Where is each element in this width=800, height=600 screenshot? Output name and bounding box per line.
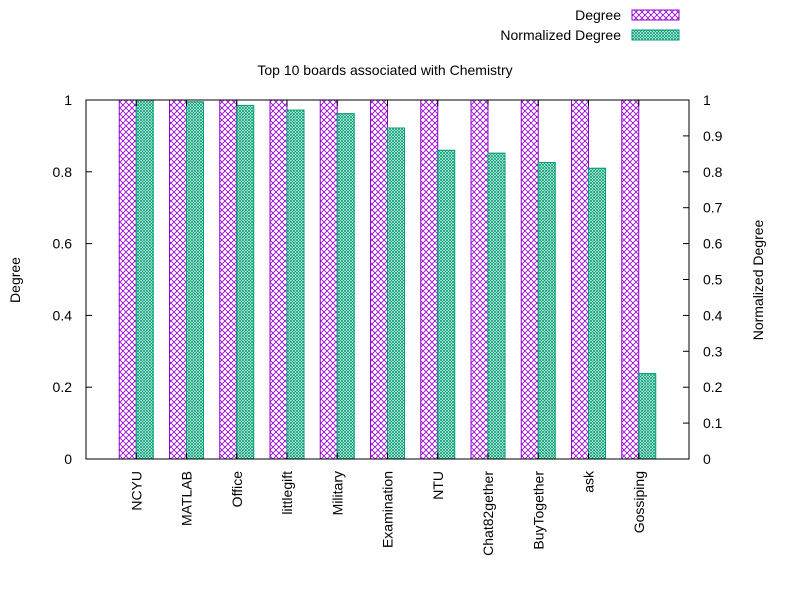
bar-degree-matlab [169,99,187,460]
bar-normalized-degree-ncyu [135,99,154,460]
bar-degree-littlegift [269,99,288,460]
legend: Degree Normalized Degree [500,7,680,43]
bar-normalized-degree-office [236,104,255,460]
bar-degree-ncyu [118,99,137,460]
y2-tick-label: 0.5 [703,272,723,288]
y-tick-label: 0.6 [53,236,73,252]
y-axis-label: Degree [7,257,23,303]
y2-tick-label: 1 [703,92,711,108]
y2-tick-label: 0.2 [703,379,723,395]
x-tick-label-military: Military [329,471,345,515]
legend-label-normalized-degree: Normalized Degree [500,27,621,43]
y2-tick-label: 0.1 [703,415,723,431]
bars [118,99,657,460]
y2-axis-label: Normalized Degree [750,219,766,340]
x-tick-label-ncyu: NCYU [128,471,144,511]
bar-normalized-degree-ask [588,167,606,460]
y2-tick-label: 0 [703,451,711,467]
x-tick-label-ntu: NTU [430,471,446,500]
bar-normalized-degree-chat82gether [487,152,506,460]
bar-normalized-degree-military [336,113,355,460]
y2-tick-label: 0.7 [703,200,723,216]
x-tick-label-gossiping: Gossiping [631,471,647,533]
x-tick-label-matlab: MATLAB [179,471,195,526]
y-tick-label: 0 [64,451,72,467]
bar-degree-gossiping [621,99,640,460]
y2-tick-label: 0.9 [703,128,723,144]
x-tick-label-littlegift: littlegift [279,471,295,515]
chart-title: Top 10 boards associated with Chemistry [257,62,512,78]
y2-tick-label: 0.8 [703,164,723,180]
y-tick-label: 0.8 [53,164,73,180]
bar-normalized-degree-gossiping [638,373,657,460]
y-tick-label: 0.2 [53,379,73,395]
bar-normalized-degree-buytogether [537,161,556,460]
bar-degree-office [219,99,238,460]
legend-swatch-normalized-degree [631,29,680,41]
bar-degree-military [319,99,338,460]
bar-degree-ask [571,99,589,460]
y-tick-label: 0.4 [53,307,73,323]
bar-normalized-degree-ntu [437,149,456,460]
x-tick-label-chat82gether: Chat82gether [480,471,496,556]
axes: NCYU MATLAB Office littlegift Military Examin… [53,92,723,556]
bar-degree-buytogether [520,99,539,460]
bar-degree-chat82gether [470,99,489,460]
bar-normalized-degree-matlab [186,101,204,460]
bar-normalized-degree-littlegift [286,109,305,460]
legend-label-degree: Degree [575,7,621,23]
y2-tick-label: 0.3 [703,343,723,359]
bar-normalized-degree-examination [387,127,405,460]
bar-degree-ntu [420,99,439,460]
x-tick-label-office: Office [229,471,245,508]
x-tick-label-buytogether: BuyTogether [530,471,546,550]
y-tick-label: 1 [64,92,72,108]
y2-tick-label: 0.4 [703,307,723,323]
x-tick-label-examination: Examination [380,471,396,548]
bar-degree-examination [370,99,388,460]
legend-swatch-degree [631,9,680,21]
x-tick-label-ask: ask [581,470,597,493]
plot-frame [85,99,690,460]
y2-tick-label: 0.6 [703,236,723,252]
